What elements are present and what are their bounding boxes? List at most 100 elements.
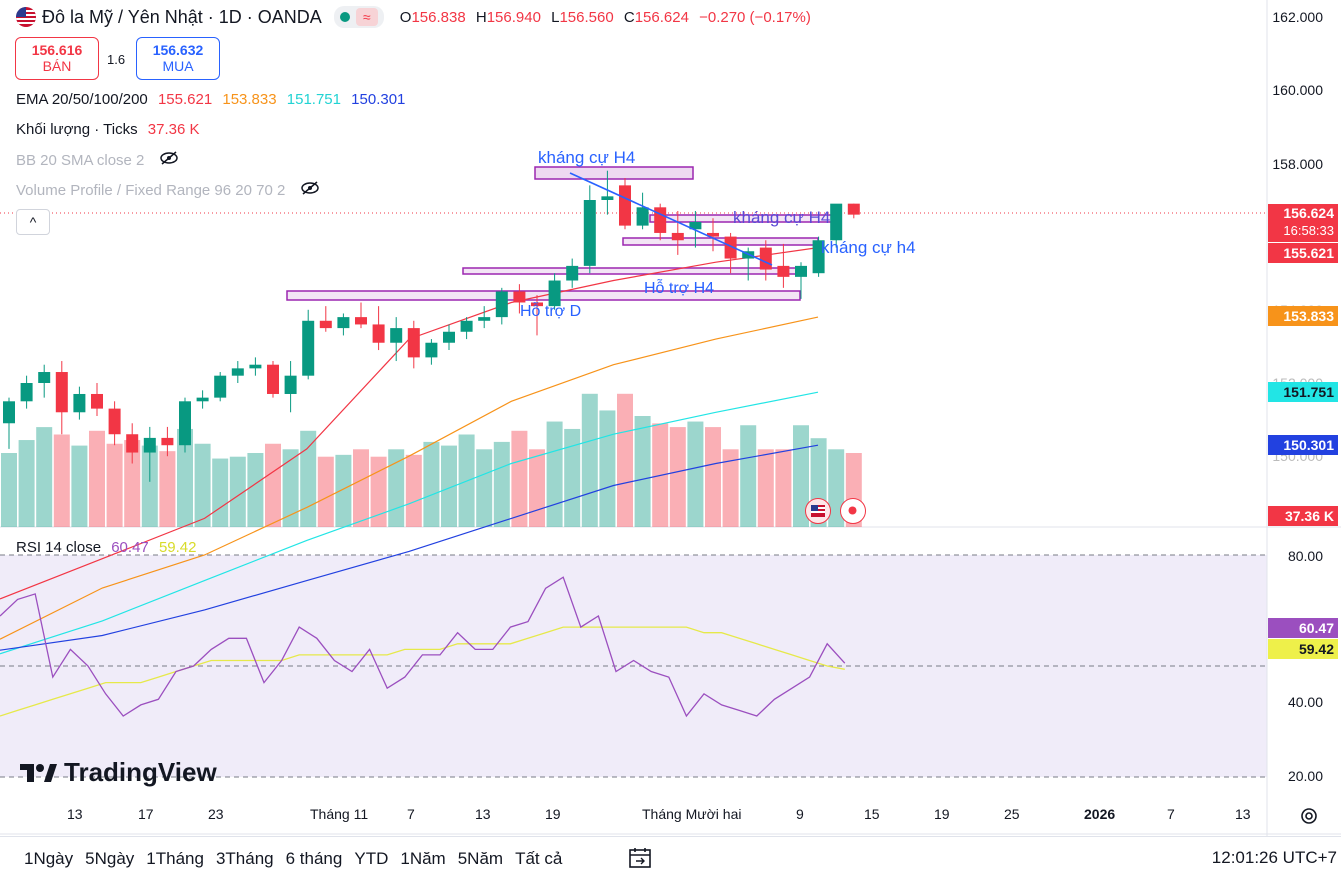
volume-bar <box>529 449 545 527</box>
bottom-toolbar: 1Ngày 5Ngày 1Tháng 3Tháng 6 tháng YTD 1N… <box>0 836 1341 880</box>
volume-bar <box>300 430 317 527</box>
symbol-title[interactable]: Đô la Mỹ / Yên Nhật · 1D · OANDA <box>42 6 322 27</box>
downtrend-line <box>569 172 773 266</box>
ema-legend[interactable]: EMA 20/50/100/200 155.621 153.833 151.75… <box>16 91 406 108</box>
gear-icon[interactable] <box>1299 806 1319 831</box>
volume-profile-legend[interactable]: Volume Profile / Fixed Range 96 20 70 2 <box>16 181 320 199</box>
volume-bar <box>194 443 211 527</box>
range-5y[interactable]: 5Năm <box>457 848 504 868</box>
range-ytd[interactable]: YTD <box>354 848 389 868</box>
ema50-tag: 153.833 <box>1268 306 1338 326</box>
candle-body <box>38 372 51 383</box>
rsi-ma-line <box>0 626 845 717</box>
volume-bar <box>159 451 176 527</box>
range-6m[interactable]: 6 tháng <box>285 848 343 868</box>
rsi-tick: 80.00 <box>1287 548 1323 564</box>
symbol-header: Đô la Mỹ / Yên Nhật · 1D · OANDA ≈ O156.… <box>16 6 811 28</box>
volume-bar <box>71 445 88 527</box>
volume-bar <box>511 430 528 527</box>
hidden-eye-icon[interactable] <box>159 151 179 168</box>
volume-bar <box>793 425 809 527</box>
annotation-zones[interactable] <box>286 166 836 301</box>
rsi-tick: 20.00 <box>1287 768 1323 784</box>
time-tick: 7 <box>407 806 415 822</box>
volume-bar <box>124 440 141 527</box>
time-tick: 19 <box>545 806 561 822</box>
volume-bar <box>1 453 17 527</box>
volume-bar <box>282 449 299 527</box>
candle-body <box>284 375 297 394</box>
volume-bar <box>705 427 721 527</box>
range-5d[interactable]: 5Ngày <box>85 848 135 868</box>
time-tick: 13 <box>1235 806 1251 822</box>
volume-bar <box>423 441 440 527</box>
volume-bar <box>405 454 422 527</box>
candle-body <box>143 437 156 453</box>
candle-body <box>196 397 209 402</box>
candle-body <box>619 185 631 226</box>
volume-bar <box>493 441 510 527</box>
candle-body <box>55 372 68 413</box>
candle-body <box>249 364 262 369</box>
market-open-icon <box>339 12 350 22</box>
rsi-pane <box>0 576 846 718</box>
zone-label-right[interactable]: kháng cự h4 <box>821 238 916 257</box>
zone-label-top[interactable]: kháng cự H4 <box>538 148 636 167</box>
volume-bar <box>669 427 686 527</box>
market-status[interactable]: ≈ <box>333 6 384 28</box>
usd-flag-icon <box>16 7 36 27</box>
time-tick: 25 <box>1004 806 1020 822</box>
grid <box>0 0 1341 836</box>
range-3m[interactable]: 3Tháng <box>215 848 274 868</box>
volume-bar <box>581 393 598 527</box>
support-d-label[interactable]: Hỗ trợ D <box>520 303 582 320</box>
hidden-eye-icon[interactable] <box>300 181 320 198</box>
candle-body <box>91 393 103 409</box>
time-tick: 23 <box>208 806 224 822</box>
ema200-line <box>0 444 819 651</box>
time-tick: 15 <box>864 806 880 822</box>
candle-body <box>830 203 843 241</box>
volume-bar <box>546 421 563 527</box>
volume-bar <box>370 456 387 527</box>
volume-legend[interactable]: Khối lượng · Ticks 37.36 K <box>16 121 200 138</box>
candle-body <box>214 375 227 398</box>
buy-button[interactable]: 156.632 MUA <box>136 37 220 80</box>
support-h4-label[interactable]: Hỗ trợ H4 <box>644 280 715 297</box>
us-event-icon[interactable] <box>805 498 831 524</box>
resistance-zone-top <box>534 166 694 180</box>
rsi-tag: 60.47 <box>1268 618 1338 638</box>
volume-bar <box>687 421 704 527</box>
zone-label-mid[interactable]: kháng cự H4 <box>733 208 831 227</box>
chart-canvas[interactable] <box>0 0 1341 836</box>
candle-body <box>3 401 15 424</box>
time-tick: 17 <box>138 806 154 822</box>
candle-body <box>126 434 139 453</box>
price-tick: 160.000 <box>1272 82 1323 98</box>
range-1d[interactable]: 1Ngày <box>24 848 74 868</box>
trendline[interactable] <box>569 172 773 266</box>
volume-bar <box>247 453 264 527</box>
clock[interactable]: 12:01:26 UTC+7 <box>1211 848 1337 867</box>
candle-body <box>707 232 719 237</box>
candle-body <box>671 232 684 241</box>
range-1y[interactable]: 1Năm <box>400 848 446 868</box>
volume-bar <box>441 445 457 527</box>
volume-bar <box>722 449 739 527</box>
candle-body <box>302 320 315 376</box>
candle-body <box>583 200 596 266</box>
sell-button[interactable]: 156.616 BÁN <box>15 37 99 80</box>
volume-bar <box>141 445 158 527</box>
collapse-legend-button[interactable]: ^ <box>16 209 50 235</box>
calendar-icon[interactable] <box>627 846 653 870</box>
record-icon[interactable] <box>840 498 866 524</box>
candle-body <box>654 207 667 233</box>
bb-legend[interactable]: BB 20 SMA close 2 <box>16 151 179 169</box>
candles <box>3 170 860 482</box>
support-zone-h4 <box>462 267 801 275</box>
rsi-legend[interactable]: RSI 14 close 60.47 59.42 <box>16 539 197 556</box>
range-all[interactable]: Tất cả <box>515 848 563 868</box>
candle-body <box>337 317 350 329</box>
range-1m[interactable]: 1Tháng <box>146 848 204 868</box>
spread-value: 1.6 <box>107 52 126 67</box>
